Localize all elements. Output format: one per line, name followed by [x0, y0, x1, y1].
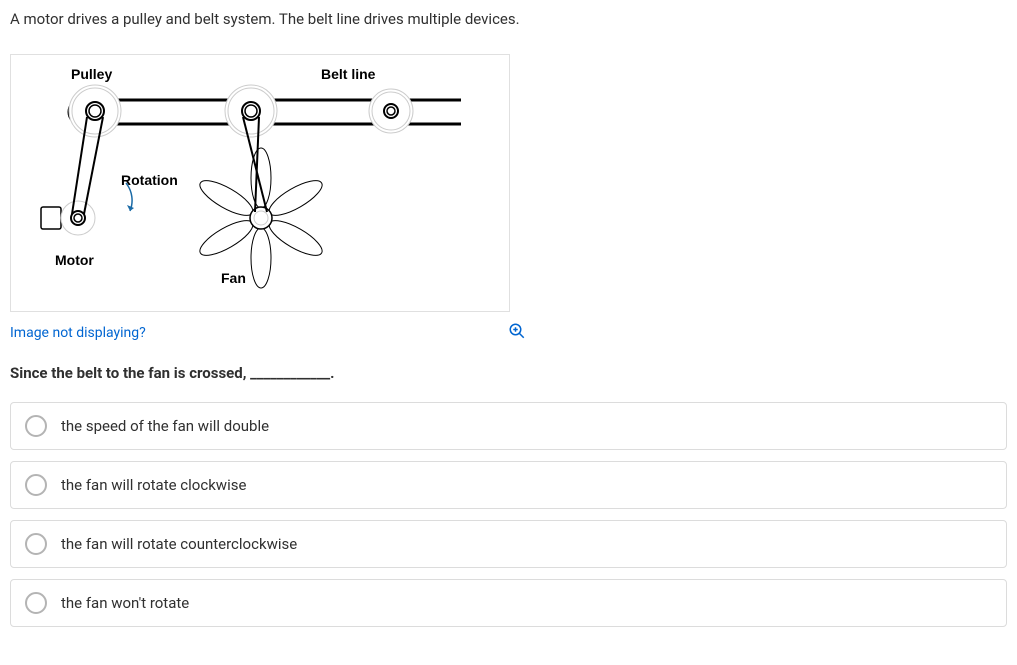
- option-label: the speed of the fan will double: [61, 417, 269, 435]
- option-label: the fan won't rotate: [61, 594, 189, 612]
- option-1[interactable]: the fan will rotate clockwise: [10, 461, 1007, 509]
- radio-icon: [25, 474, 47, 496]
- svg-text:Fan: Fan: [221, 270, 246, 286]
- image-not-displaying-link[interactable]: Image not displaying?: [10, 325, 146, 341]
- svg-text:Motor: Motor: [55, 252, 94, 268]
- figure-footer: Image not displaying?: [10, 322, 526, 344]
- svg-text:Pulley: Pulley: [71, 66, 112, 82]
- option-2[interactable]: the fan will rotate counterclockwise: [10, 520, 1007, 568]
- question-text: Since the belt to the fan is crossed, __…: [10, 364, 1007, 382]
- radio-icon: [25, 592, 47, 614]
- figure-container: Pulley Belt line Rotation Motor Fan: [10, 54, 510, 312]
- option-3[interactable]: the fan won't rotate: [10, 579, 1007, 627]
- options-container: the speed of the fan will double the fan …: [10, 402, 1007, 627]
- radio-icon: [25, 533, 47, 555]
- zoom-icon[interactable]: [508, 322, 526, 344]
- svg-text:Rotation: Rotation: [121, 172, 178, 188]
- option-label: the fan will rotate clockwise: [61, 476, 246, 494]
- option-0[interactable]: the speed of the fan will double: [10, 402, 1007, 450]
- svg-text:Belt line: Belt line: [321, 66, 376, 82]
- figure-svg: Pulley Belt line Rotation Motor Fan: [11, 55, 509, 311]
- radio-icon: [25, 415, 47, 437]
- intro-text: A motor drives a pulley and belt system.…: [10, 10, 1007, 28]
- option-label: the fan will rotate counterclockwise: [61, 535, 297, 553]
